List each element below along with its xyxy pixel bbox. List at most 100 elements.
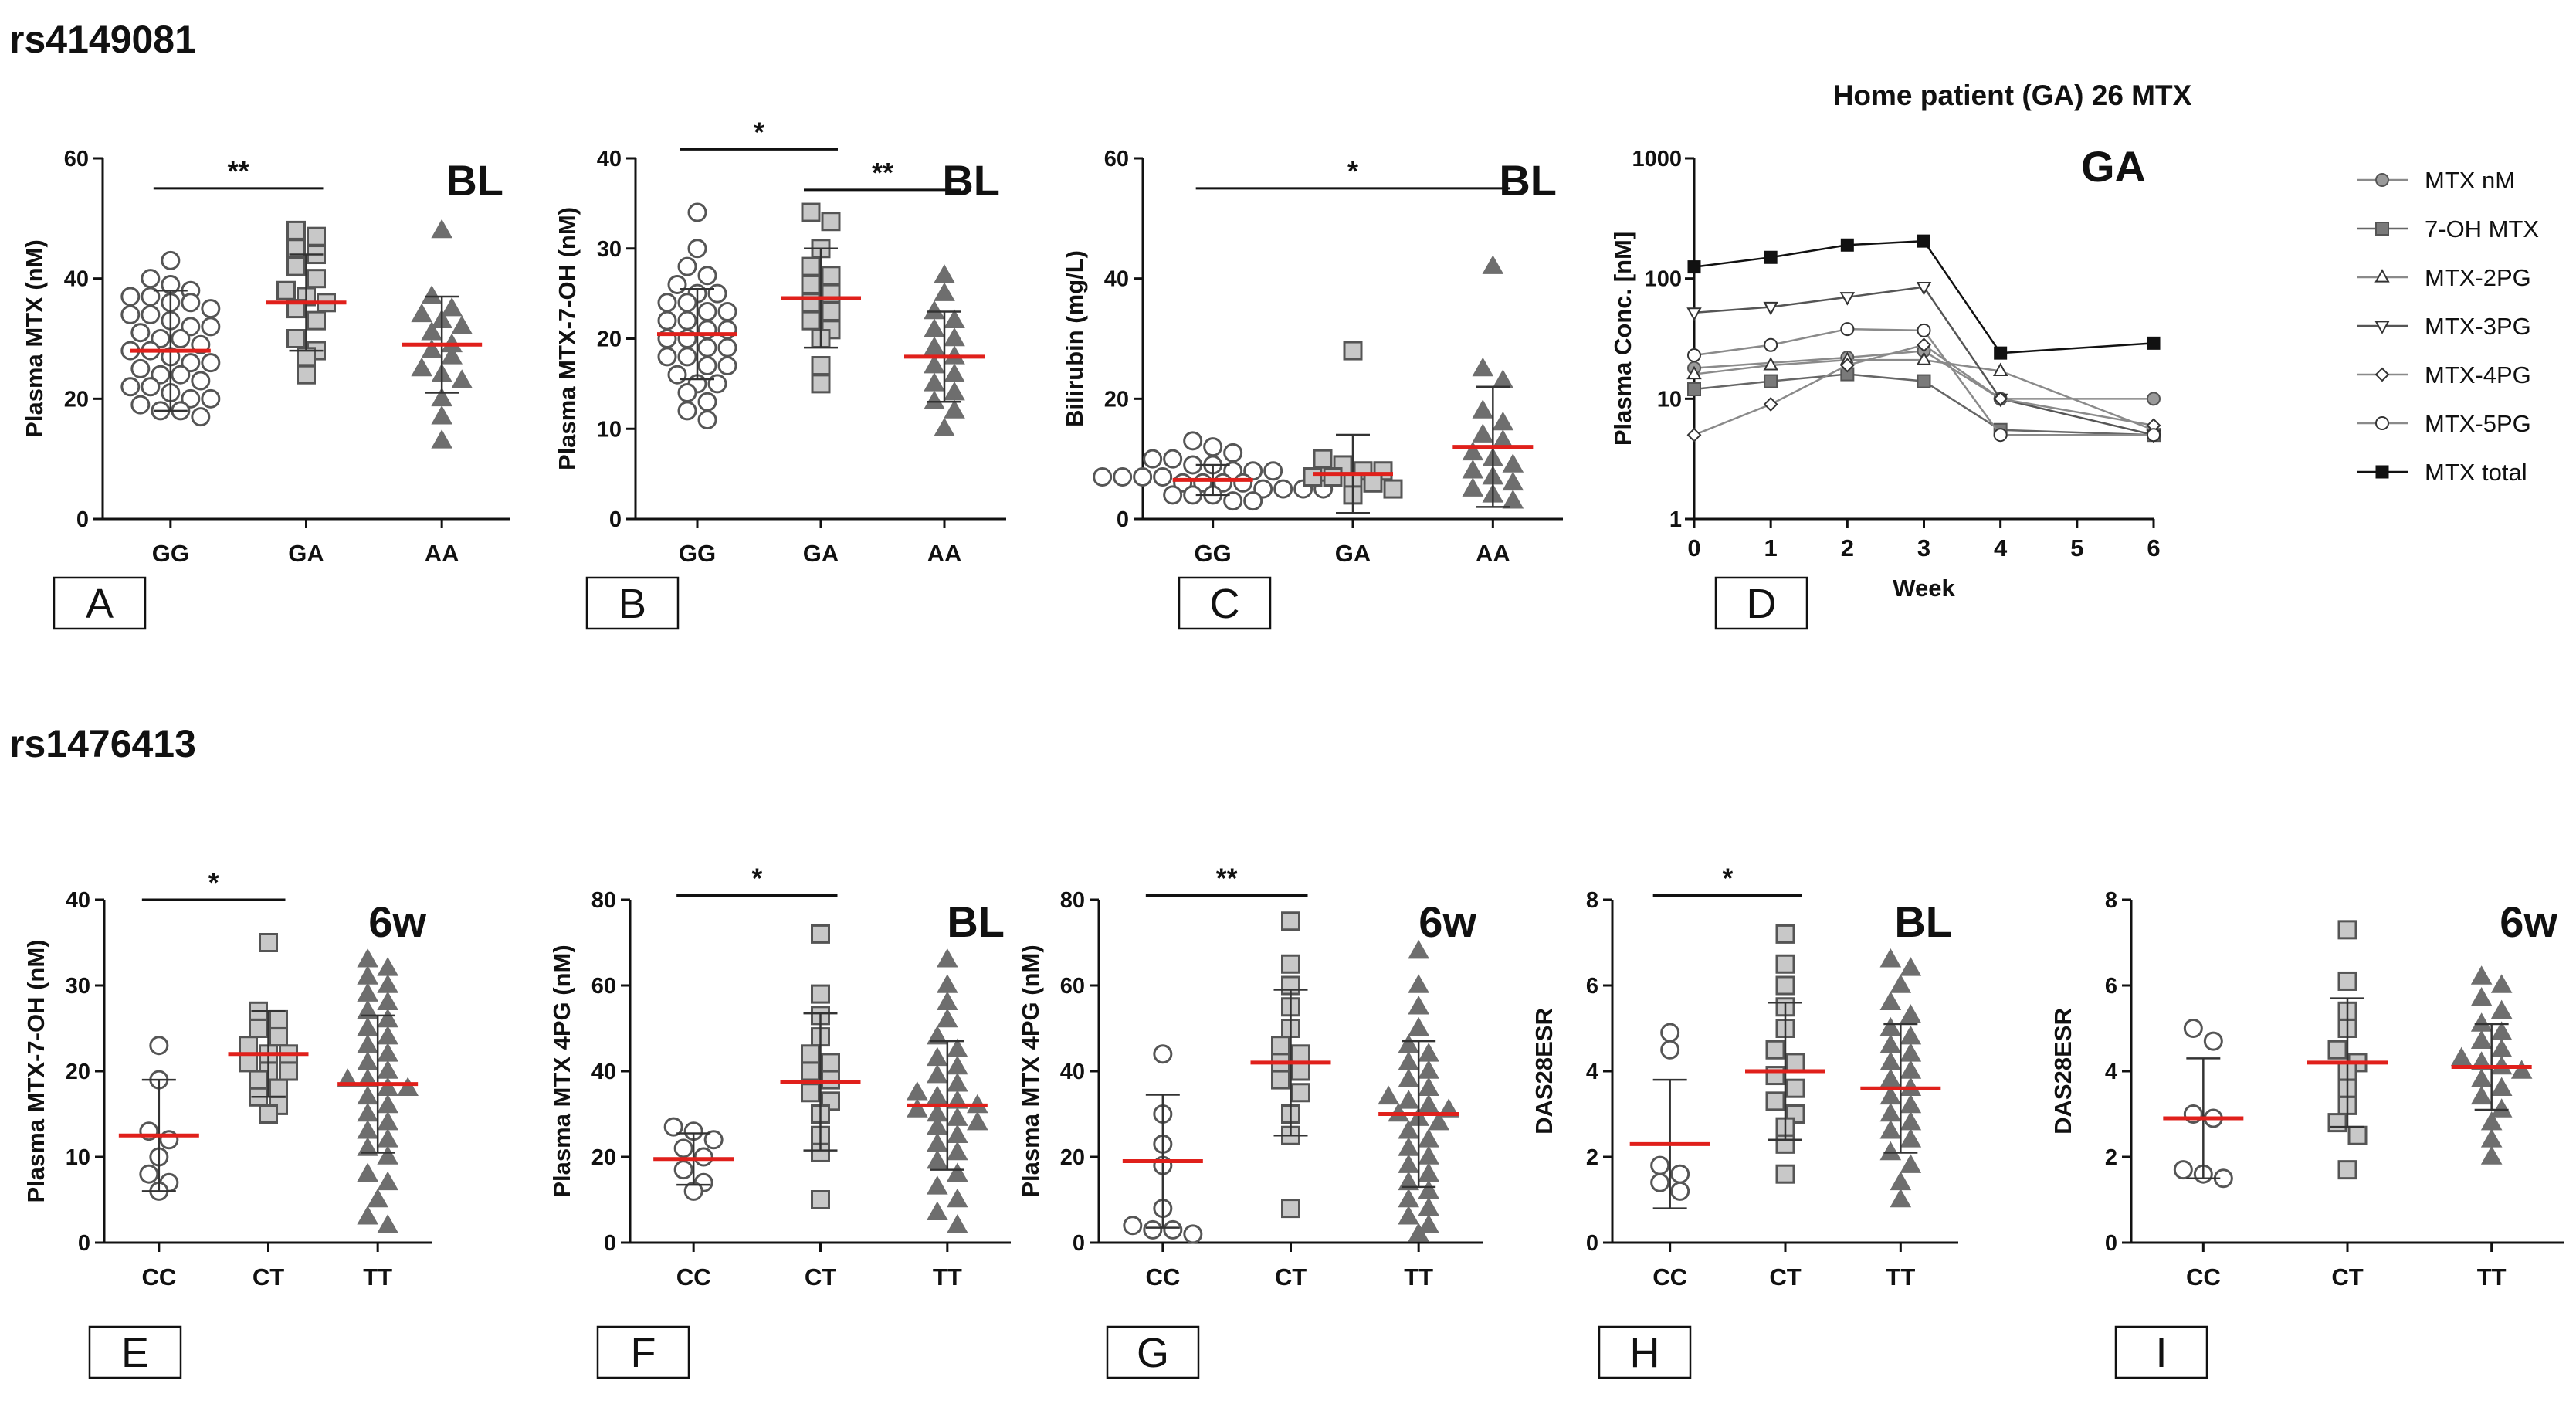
data-point [2480, 1145, 2503, 1165]
timepoint-tag: 6w [1418, 897, 1476, 946]
data-point [259, 1104, 278, 1124]
data-point [2490, 1098, 2513, 1118]
data-point [1418, 1077, 1439, 1096]
data-point [431, 429, 452, 449]
series-marker [1839, 358, 1855, 373]
series-marker [2147, 392, 2161, 406]
data-point [357, 1206, 378, 1225]
data-point [707, 374, 727, 394]
data-point [924, 390, 945, 410]
data-point [821, 266, 841, 286]
data-point [1670, 1164, 1690, 1184]
data-point [269, 1009, 288, 1029]
data-point [1281, 911, 1300, 931]
y-tick-label: 10 [66, 1145, 90, 1170]
panel-label-box [596, 1325, 690, 1379]
series-marker [1917, 234, 1930, 248]
x-tick-label: CC [1652, 1263, 1687, 1291]
data-point [1879, 1016, 1902, 1036]
data-point [1660, 1023, 1680, 1043]
data-point [1502, 453, 1524, 473]
data-point [2203, 1031, 2223, 1051]
data-point [924, 336, 945, 355]
data-point [357, 1162, 378, 1182]
data-point [307, 310, 326, 331]
data-point [697, 392, 717, 412]
data-point [801, 274, 821, 294]
data-point [2490, 1021, 2513, 1040]
x-tick-label: TT [1404, 1263, 1433, 1291]
data-point [811, 984, 830, 1004]
data-point [1879, 1051, 1902, 1070]
legend-label: MTX-4PG [2425, 361, 2531, 388]
x-tick-label: CT [2331, 1263, 2363, 1291]
y-tick-label: 20 [591, 1145, 616, 1170]
data-point [801, 310, 821, 331]
data-point [357, 1120, 378, 1139]
data-point [1900, 1094, 1922, 1114]
x-tick-label: CT [1275, 1263, 1307, 1291]
x-tick-label: TT [2477, 1263, 2507, 1291]
data-point [181, 353, 201, 373]
data-point [357, 1102, 378, 1122]
data-point [673, 1160, 693, 1180]
data-point [1900, 1025, 1922, 1045]
series-marker [2147, 428, 2161, 443]
x-tick-label: TT [933, 1263, 962, 1291]
y-tick-label: 20 [1104, 387, 1129, 412]
panel-g: 0 20 40 60 80 CC CT TT Plasma MTX 4PG (nM) 6w ** G [1017, 862, 1483, 1379]
legend-marker [2374, 321, 2390, 334]
data-point [947, 1214, 968, 1233]
panel-c: 0 20 40 60 GG GA AA Bilirubin (mg/L) BL * C [1061, 147, 1563, 630]
data-point [1378, 1085, 1399, 1105]
x-tick-label: 3 [1917, 534, 1930, 561]
data-point [947, 1055, 968, 1075]
data-point [944, 399, 965, 419]
data-point [673, 1138, 693, 1158]
series-marker [1686, 307, 1702, 321]
data-point [1670, 1181, 1690, 1201]
data-point [944, 363, 965, 382]
data-point [1163, 485, 1183, 505]
y-tick-label: 80 [1060, 888, 1085, 913]
data-point [139, 1164, 159, 1184]
y-axis-label: DAS28ESR [1530, 1008, 1557, 1135]
data-point [1492, 369, 1514, 388]
data-point [357, 1137, 378, 1156]
series-marker [1840, 238, 1854, 252]
data-point [249, 1070, 268, 1090]
y-tick-label: 4 [1586, 1060, 1598, 1084]
data-point [657, 293, 677, 313]
data-point [937, 991, 958, 1010]
data-point [944, 381, 965, 401]
data-point [1890, 1188, 1912, 1208]
y-tick-label: 2 [1586, 1145, 1598, 1170]
data-point [357, 965, 378, 985]
data-point [927, 1132, 948, 1152]
data-point [141, 269, 161, 289]
data-point [1303, 467, 1323, 487]
data-point [191, 407, 211, 427]
data-point [821, 1070, 840, 1090]
data-point [934, 264, 955, 283]
data-point [907, 1081, 928, 1101]
data-point [1650, 1172, 1670, 1192]
y-tick-label: 8 [1586, 888, 1598, 913]
data-point [657, 310, 677, 331]
data-point [1418, 1145, 1439, 1165]
data-point [276, 280, 296, 300]
section-title-bottom: rs1476413 [9, 722, 196, 765]
series-marker [1840, 322, 1855, 337]
panel-label-text: B [619, 581, 646, 627]
data-point [357, 948, 378, 968]
data-point [944, 309, 965, 328]
x-tick-label: TT [363, 1263, 392, 1291]
timepoint-tag: BL [947, 897, 1005, 946]
series-marker [1993, 428, 2008, 443]
panel-h: 0 2 4 6 8 CC CT TT DAS28ESR BL * H [1530, 862, 1958, 1379]
data-point [201, 299, 221, 319]
data-point [181, 293, 201, 313]
data-point [1223, 491, 1243, 511]
y-tick-label: 40 [597, 147, 622, 171]
y-axis-label: Plasma Conc. [nM] [1609, 232, 1636, 446]
